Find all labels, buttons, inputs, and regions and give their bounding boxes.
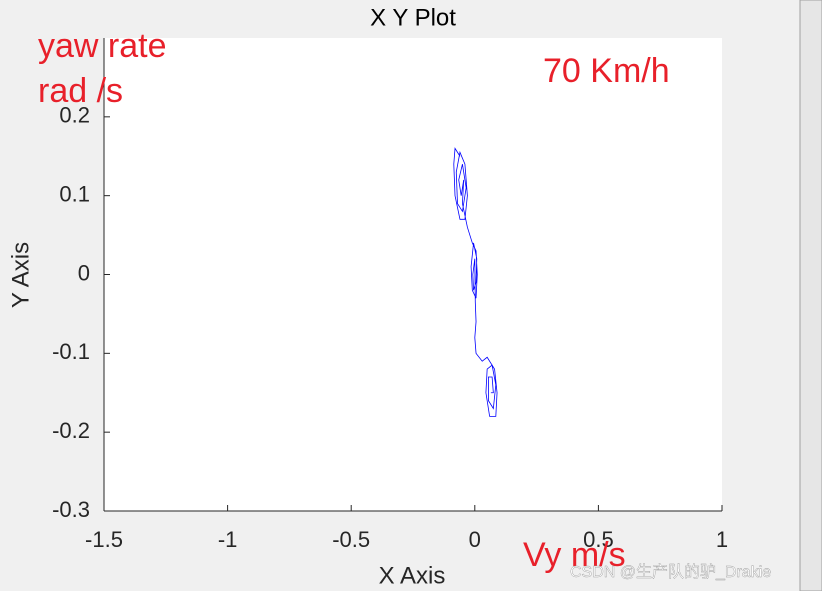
scrollbar xyxy=(799,0,822,591)
x-axis-label: X Axis xyxy=(379,562,446,589)
annotation: rad /s xyxy=(38,72,123,110)
y-tick-label: -0.2 xyxy=(52,418,90,443)
x-tick-label: -0.5 xyxy=(332,527,370,552)
x-tick-label: 1 xyxy=(716,527,728,552)
y-tick-label: 0.1 xyxy=(59,181,90,206)
annotation: 70 Km/h xyxy=(543,52,670,90)
y-tick-label: 0 xyxy=(78,260,90,285)
axes-background xyxy=(104,38,722,511)
x-tick-label: -1.5 xyxy=(85,527,123,552)
x-tick-label: -1 xyxy=(218,527,238,552)
annotation: Vy m/s xyxy=(523,536,626,574)
y-tick-label: -0.1 xyxy=(52,339,90,364)
watermark: CSDN @生产队的驴_Drakie xyxy=(570,563,771,581)
y-tick-label: 0.2 xyxy=(59,103,90,128)
y-tick-label: -0.3 xyxy=(52,497,90,522)
annotation: yaw rate xyxy=(38,27,167,65)
x-tick-label: 0.5 xyxy=(583,527,614,552)
x-tick-label: 0 xyxy=(469,527,481,552)
y-axis-label: Y Axis xyxy=(7,242,34,308)
trajectory xyxy=(453,147,498,417)
chart-title: X Y Plot xyxy=(370,4,456,31)
